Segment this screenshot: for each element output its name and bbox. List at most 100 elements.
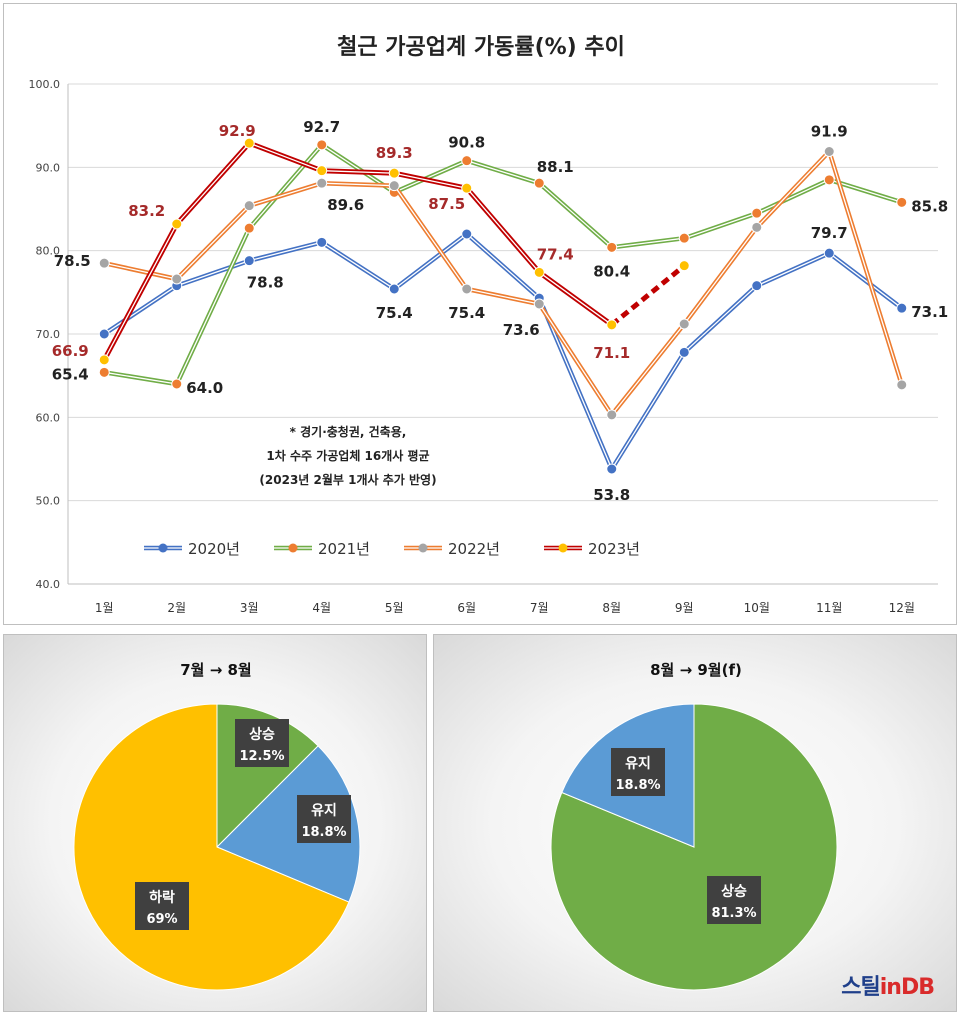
pie-title: 8월 → 9월(f) — [650, 661, 742, 679]
data-point — [678, 260, 690, 272]
pie-label-name: 유지 — [625, 756, 651, 772]
data-label: 75.4 — [448, 304, 485, 322]
data-point — [606, 409, 618, 421]
legend-marker — [558, 543, 568, 553]
data-point — [751, 221, 763, 233]
legend-item: 2022년 — [404, 540, 500, 558]
y-tick-label: 50.0 — [36, 495, 61, 508]
y-tick-label: 100.0 — [29, 78, 61, 91]
x-tick-label: 4월 — [312, 601, 331, 615]
data-label: 92.7 — [303, 118, 340, 136]
data-point — [316, 177, 328, 189]
data-point — [678, 346, 690, 358]
x-tick-label: 2월 — [167, 601, 186, 615]
data-point — [243, 255, 255, 267]
legend-label: 2022년 — [448, 540, 500, 558]
data-point — [823, 247, 835, 259]
pie-label: 상승 12.5% — [235, 719, 289, 767]
brand-logo: 스틸inDB — [841, 975, 935, 1000]
data-point — [243, 200, 255, 212]
data-label: 83.2 — [128, 202, 165, 220]
legend-marker — [288, 543, 298, 553]
data-point — [243, 137, 255, 149]
data-point — [606, 463, 618, 475]
data-point — [316, 165, 328, 177]
line-chart: 철근 가공업계 가동률(%) 추이 40.0 50.0 60.0 70.0 80.0 90.… — [29, 35, 949, 615]
data-label: 80.4 — [593, 262, 630, 280]
data-label: 77.4 — [537, 245, 574, 263]
data-label: 85.8 — [911, 197, 948, 215]
data-label: 88.1 — [537, 158, 574, 176]
x-tick-label: 3월 — [240, 601, 259, 615]
data-point — [896, 302, 908, 314]
series-2022년 — [98, 146, 908, 421]
series-line-core — [103, 142, 613, 361]
data-point — [533, 177, 545, 189]
data-point — [461, 228, 473, 240]
data-point — [243, 222, 255, 234]
data-point — [316, 236, 328, 248]
pie-label-value: 18.8% — [615, 778, 660, 793]
pie-label-name: 하락 — [149, 889, 175, 906]
legend-label: 2021년 — [318, 540, 370, 558]
pie-label-box — [135, 882, 189, 930]
pie-chart-jul-aug-panel: 7월 → 8월 상승 12.5% 유지 18.8% 하락 69% — [3, 634, 427, 1012]
x-tick-label: 6월 — [457, 601, 476, 615]
data-point — [533, 298, 545, 310]
pie-slice-유지 — [216, 745, 361, 903]
y-tick-label: 70.0 — [36, 328, 61, 341]
x-tick-label: 11월 — [816, 601, 842, 615]
legend-label: 2023년 — [588, 540, 640, 558]
data-point — [823, 146, 835, 157]
pie-label: 상승 81.3% — [707, 876, 761, 924]
x-tick-label: 10월 — [744, 601, 770, 615]
y-tick-label: 40.0 — [36, 578, 61, 591]
pie-title: 7월 → 8월 — [180, 661, 252, 679]
data-point — [171, 218, 183, 230]
data-point — [316, 139, 328, 151]
chart-note-line: 1차 수주 가공업체 16개사 평균 — [266, 448, 429, 463]
data-label: 89.6 — [327, 196, 364, 214]
data-label: 73.6 — [503, 321, 540, 339]
pie-label-name: 상승 — [249, 727, 275, 743]
data-point — [606, 319, 618, 331]
y-tick-label: 60.0 — [36, 411, 61, 424]
legend-label: 2020년 — [188, 540, 240, 558]
legend-item: 2021년 — [274, 540, 370, 558]
data-point — [388, 180, 400, 192]
data-label: 71.1 — [593, 344, 630, 362]
data-point — [461, 283, 473, 295]
legend-item: 2020년 — [144, 540, 240, 558]
data-label: 65.4 — [52, 365, 89, 383]
pie-chart-aug-sep-panel: 8월 → 9월(f) 상승 81.3% 유지 18.8% 스틸inDB — [433, 634, 957, 1012]
data-point — [896, 379, 908, 391]
data-label: 75.4 — [376, 304, 413, 322]
data-label: 90.8 — [448, 134, 485, 152]
pie-label: 하락 69% — [135, 882, 189, 930]
data-point — [823, 174, 835, 186]
data-label: 78.5 — [54, 252, 91, 270]
data-point — [751, 207, 763, 219]
data-label: 64.0 — [186, 379, 223, 397]
data-point — [388, 283, 400, 295]
data-point — [678, 318, 690, 330]
line-chart-panel: 철근 가공업계 가동률(%) 추이 40.0 50.0 60.0 70.0 80.0 90.… — [3, 3, 957, 625]
y-tick-label: 80.0 — [36, 245, 61, 258]
x-tick-label: 8월 — [602, 601, 621, 615]
data-label: 79.7 — [811, 224, 848, 242]
legend-item: 2023년 — [544, 540, 640, 558]
data-label: 73.1 — [911, 303, 948, 321]
data-point — [171, 273, 183, 285]
data-label: 89.3 — [376, 144, 413, 162]
legend: 2020년 2021년 2022년 2023년 — [144, 540, 640, 558]
x-tick-label: 12월 — [889, 601, 915, 615]
chart-note-line: (2023년 2월부 1개사 추가 반영) — [259, 472, 436, 487]
legend-marker — [158, 543, 168, 553]
chart-title: 철근 가공업계 가동률(%) 추이 — [337, 35, 625, 60]
y-tick-label: 90.0 — [36, 161, 61, 174]
pie-label-value: 18.8% — [301, 825, 346, 840]
data-label: 91.9 — [811, 123, 848, 141]
series-line-core — [104, 150, 903, 416]
data-point — [98, 328, 110, 340]
data-label: 92.9 — [219, 122, 256, 140]
